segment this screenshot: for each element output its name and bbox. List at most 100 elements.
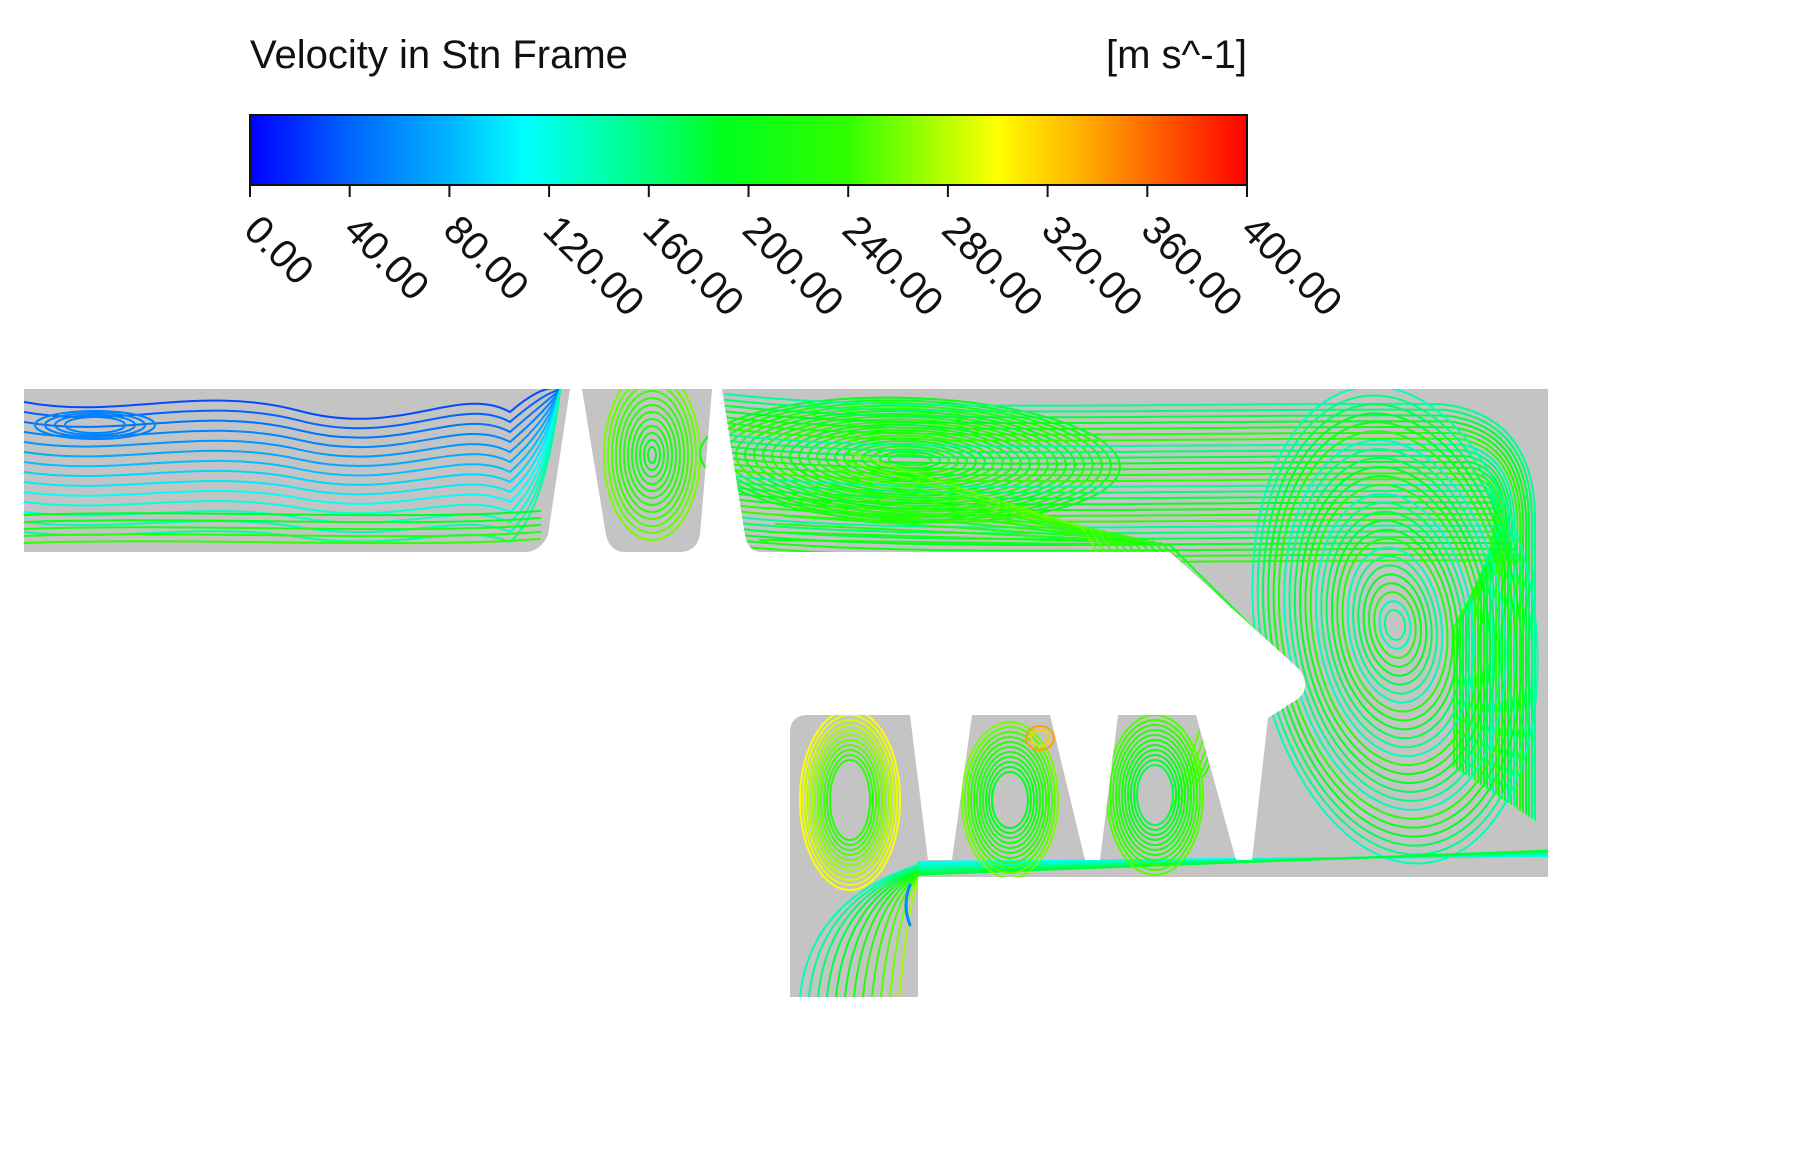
streamline-lower-cavity-vortex: [1121, 739, 1189, 851]
streamline-lower-cavity-vortex: [814, 734, 886, 866]
streamline-main-flow: [724, 404, 1531, 817]
streamline-right-vortex: [1283, 439, 1507, 811]
streamline-outlet-duct: [889, 879, 919, 997]
streamline-upper-vortex: [699, 396, 1121, 524]
colorbar-tick-label: 160.00: [634, 207, 752, 325]
streamline-left-channel: [24, 389, 561, 544]
streamline-main-flow: [724, 422, 1522, 811]
streamline-left-channel: [24, 389, 561, 458]
streamline-outlet-duct: [808, 865, 919, 997]
streamline-right-vortex: [1288, 448, 1502, 802]
streamline-main-flow: [724, 532, 1513, 773]
streamline-left-bottom: [24, 510, 541, 517]
streamline-small-vortex: [1025, 725, 1055, 751]
flow-domain: [24, 389, 1548, 997]
streamline-right-vortex: [1309, 483, 1481, 767]
streamline-cavity-vortex: [639, 432, 665, 478]
streamline-lower-cavity-vortex: [1115, 729, 1195, 861]
streamline-left-vortex: [64, 416, 126, 434]
streamline-left-channel: [24, 389, 561, 477]
streamline-right-vortex: [1325, 510, 1465, 740]
streamline-left-vortex: [34, 410, 156, 440]
streamline-left-channel: [24, 389, 561, 439]
streamline-right-vortex: [1320, 501, 1470, 749]
streamline-lower-cavity-vortex: [991, 771, 1029, 829]
streamline-lower-cavity-vortex: [982, 756, 1038, 844]
streamline-main-flow: [724, 398, 1534, 819]
streamline-lower-cavity-vortex: [1112, 724, 1198, 866]
streamline-cavity-vortex: [607, 389, 697, 534]
streamline-main-flow: [724, 456, 1506, 799]
streamline-main-flow: [724, 468, 1501, 795]
streamline-main-flow: [724, 433, 1516, 807]
streamline-left-channel: [24, 389, 561, 505]
streamline-cavity-vortex: [611, 389, 693, 527]
streamline-right-vortex: [1272, 421, 1518, 829]
streamline-left-channel: [24, 389, 561, 496]
colorbar-tick-label: 80.00: [435, 207, 537, 309]
streamline-main-flow: [724, 439, 1513, 805]
streamline-lower-cavity-vortex: [802, 714, 898, 886]
streamline-left-channel: [24, 389, 561, 515]
streamline-outlet-duct: [799, 864, 919, 997]
legend-units: [m s^-1]: [1106, 33, 1247, 77]
streamline-main-flow: [724, 410, 1528, 815]
streamline-outlet-duct: [826, 868, 919, 997]
streamline-main-flow: [724, 393, 1536, 821]
streamline-right-vortex: [1304, 474, 1486, 776]
streamline-cavity-vortex: [615, 390, 689, 520]
streamline-outlet-duct: [862, 874, 919, 997]
velocity-streamline-figure: Velocity in Stn Frame [m s^-1] 0.00 40.00…: [24, 33, 1548, 997]
colorbar-tick-label: 40.00: [335, 207, 437, 309]
streamline-cavity-vortex: [627, 411, 677, 499]
streamline-cavity-vortex: [643, 439, 661, 471]
domain-background: [24, 389, 1548, 997]
streamline-outlet-duct: [853, 873, 919, 997]
streamline-left-vortex: [54, 414, 136, 436]
streamline-upper-vortex: [888, 453, 932, 467]
streamline-lower-cavity-vortex: [1136, 764, 1174, 826]
streamline-lower-cavity-vortex: [988, 766, 1032, 834]
streamline-lower-cavity-vortex: [1133, 759, 1177, 831]
streamline-right-vortex: [1314, 492, 1476, 758]
streamline-left-bottom: [24, 524, 541, 531]
streamline-left-vortex: [44, 412, 146, 438]
streamline-outlet-duct: [871, 876, 919, 997]
streamline-outlet-duct: [844, 871, 919, 997]
streamline-upper-vortex: [852, 442, 968, 478]
streamline-right-vortex: [1341, 537, 1449, 713]
streamline-lower-cavity-vortex: [829, 759, 871, 841]
streamline-cavity-vortex: [623, 404, 681, 506]
streamline-right-vortex: [1330, 519, 1460, 731]
colorbar-tick-label: 120.00: [535, 207, 653, 325]
colorbar-tick-label: 280.00: [934, 207, 1052, 325]
streamline-lower-cavity-vortex: [820, 744, 880, 856]
streamline-main-flow: [724, 445, 1511, 803]
colorbar-ticks: 0.00 40.0080.00120.00160.00200.00240.0028…: [236, 185, 1350, 325]
streamline-lower-cavity-vortex: [1130, 754, 1180, 836]
colorbar-legend: Velocity in Stn Frame [m s^-1] 0.00 40.00…: [236, 33, 1351, 325]
streamline-right-vortex: [1378, 600, 1412, 650]
streamline-lower-cavity-vortex: [805, 719, 895, 881]
colorbar-tick-label: 240.00: [834, 207, 952, 325]
streamline-right-vortex: [1367, 582, 1423, 668]
streamline-small-vortex: [1030, 729, 1050, 747]
streamline-right-vortex: [1383, 609, 1407, 641]
streamline-lower-cavity-vortex: [808, 724, 892, 876]
streamline-cavity-vortex: [647, 446, 657, 464]
streamline-lower-cavity-vortex: [1124, 744, 1186, 846]
streamline-right-vortex: [1299, 466, 1491, 784]
streamline-cavity-vortex: [635, 425, 669, 485]
colorbar-tick-label: 360.00: [1133, 207, 1251, 325]
streamline-right-vortex: [1357, 564, 1433, 686]
streamline-right-vortex: [1277, 430, 1513, 820]
streamline-lower-cavity-vortex: [970, 736, 1050, 864]
streamline-lower-cavity-vortex: [973, 741, 1047, 859]
streamline-right-vortex: [1362, 573, 1428, 677]
streamline-outlet-duct: [880, 877, 919, 997]
streamline-lower-cavity-vortex: [823, 749, 877, 851]
streamline-outlet-duct: [835, 870, 919, 997]
streamline-lower-cavity-vortex: [964, 726, 1056, 874]
streamline-right-vortex: [1267, 412, 1523, 838]
streamline-lower-cavity-vortex: [811, 729, 889, 871]
